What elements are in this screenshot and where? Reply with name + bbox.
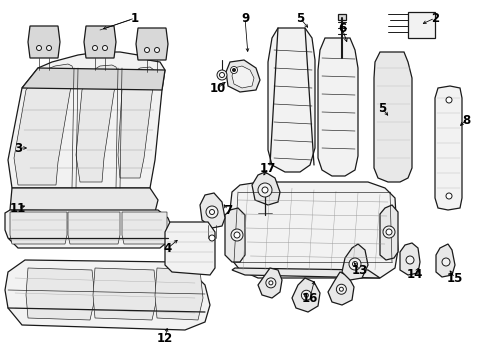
Circle shape <box>339 287 343 291</box>
Polygon shape <box>164 222 215 275</box>
Polygon shape <box>28 26 60 58</box>
Polygon shape <box>435 244 454 277</box>
Polygon shape <box>379 205 397 260</box>
Polygon shape <box>231 268 379 278</box>
Circle shape <box>265 278 275 288</box>
Polygon shape <box>258 268 282 298</box>
Circle shape <box>230 229 243 241</box>
Polygon shape <box>5 210 172 248</box>
Circle shape <box>352 261 357 266</box>
Polygon shape <box>10 212 67 244</box>
Text: 8: 8 <box>461 113 469 126</box>
Circle shape <box>205 206 218 218</box>
Text: 10: 10 <box>209 81 225 94</box>
Polygon shape <box>317 38 357 176</box>
Polygon shape <box>118 67 155 178</box>
Text: 13: 13 <box>351 264 367 276</box>
Polygon shape <box>155 268 203 320</box>
Polygon shape <box>84 26 116 58</box>
Circle shape <box>102 45 107 50</box>
Polygon shape <box>341 244 367 280</box>
Polygon shape <box>225 60 260 92</box>
Text: 12: 12 <box>157 332 173 345</box>
Circle shape <box>209 210 214 215</box>
Circle shape <box>219 72 224 77</box>
Circle shape <box>268 281 272 285</box>
Circle shape <box>382 226 394 238</box>
Circle shape <box>234 232 240 238</box>
Circle shape <box>46 45 51 50</box>
Polygon shape <box>434 86 461 210</box>
Text: 1: 1 <box>131 12 139 24</box>
Polygon shape <box>267 28 314 172</box>
Polygon shape <box>5 260 209 330</box>
Text: 14: 14 <box>406 269 422 282</box>
Circle shape <box>445 193 451 199</box>
Circle shape <box>262 187 267 193</box>
Circle shape <box>208 235 215 241</box>
Circle shape <box>217 70 226 80</box>
Text: 3: 3 <box>14 141 22 154</box>
Polygon shape <box>327 272 353 305</box>
Circle shape <box>301 290 311 300</box>
Polygon shape <box>76 65 118 182</box>
Polygon shape <box>229 182 397 278</box>
Polygon shape <box>10 188 158 212</box>
Polygon shape <box>122 212 167 244</box>
Circle shape <box>348 258 360 270</box>
Text: 16: 16 <box>301 292 318 305</box>
Polygon shape <box>8 52 164 188</box>
Polygon shape <box>399 243 419 275</box>
Polygon shape <box>93 268 157 320</box>
Text: 7: 7 <box>224 203 232 216</box>
Circle shape <box>385 229 391 235</box>
Circle shape <box>144 48 149 53</box>
Text: 15: 15 <box>446 271 462 284</box>
Polygon shape <box>224 208 244 262</box>
Circle shape <box>336 284 346 294</box>
Polygon shape <box>251 172 280 205</box>
Circle shape <box>445 97 451 103</box>
Polygon shape <box>291 278 319 312</box>
Text: 5: 5 <box>377 102 386 114</box>
Circle shape <box>258 183 271 197</box>
Polygon shape <box>136 28 168 60</box>
Text: 17: 17 <box>259 162 276 175</box>
Polygon shape <box>200 193 224 228</box>
Circle shape <box>37 45 41 50</box>
Text: 6: 6 <box>337 22 346 35</box>
Text: 5: 5 <box>295 12 304 24</box>
Polygon shape <box>14 64 74 185</box>
Text: 2: 2 <box>430 12 438 24</box>
Polygon shape <box>337 14 346 20</box>
Polygon shape <box>373 52 411 182</box>
Text: 11: 11 <box>10 202 26 215</box>
Polygon shape <box>22 68 164 90</box>
Polygon shape <box>407 12 434 38</box>
Polygon shape <box>68 212 120 244</box>
Circle shape <box>92 45 97 50</box>
Circle shape <box>230 67 237 73</box>
Text: 4: 4 <box>163 242 172 255</box>
Circle shape <box>232 68 235 72</box>
Circle shape <box>154 48 159 53</box>
Polygon shape <box>231 66 253 88</box>
Text: 9: 9 <box>241 12 248 24</box>
Polygon shape <box>26 268 95 320</box>
Circle shape <box>304 293 308 297</box>
Circle shape <box>441 258 449 266</box>
Circle shape <box>405 256 413 264</box>
